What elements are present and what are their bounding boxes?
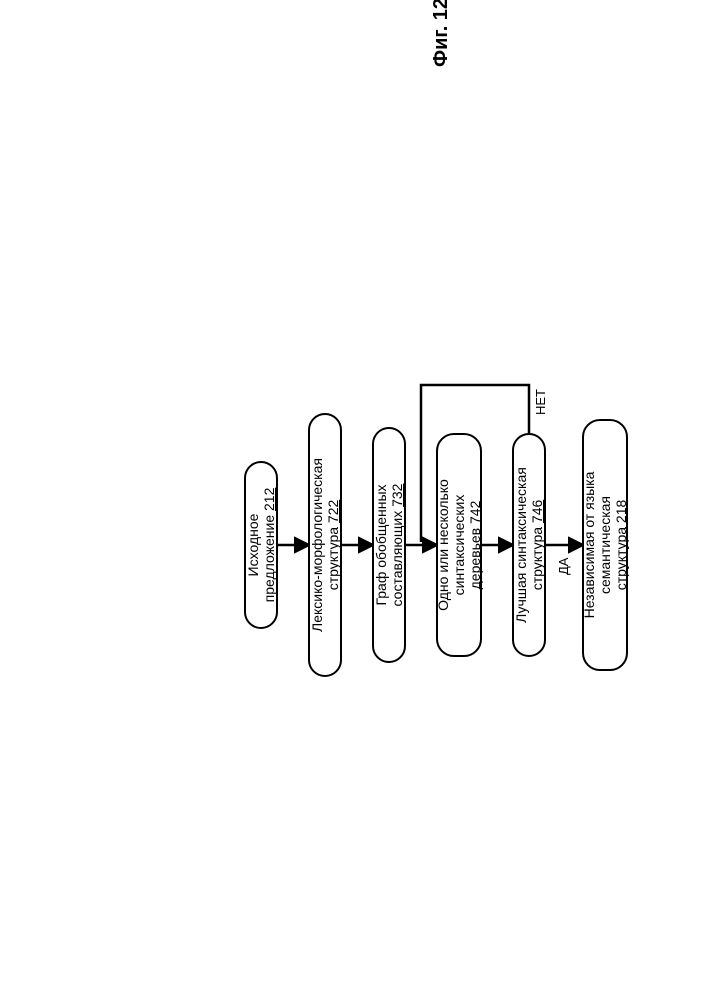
node-ref: 722 bbox=[325, 500, 341, 523]
node-ref: 732 bbox=[389, 484, 405, 507]
figure-caption-text: Фиг. 12 bbox=[430, 0, 452, 67]
node-n1: Исходное предложение 212 bbox=[244, 461, 278, 629]
node-n6: Независимая от языка семантическаяструкт… bbox=[582, 419, 628, 671]
node-n2: Лексико-морфологическая структура 722 bbox=[308, 413, 342, 677]
node-n4: Одно или несколько синтаксическихдеревье… bbox=[436, 433, 482, 657]
node-label: Лексико-морфологическая структура 722 bbox=[309, 425, 341, 665]
edge-label: ДА bbox=[556, 558, 571, 575]
node-label: Граф обобщенных составляющих 732 bbox=[373, 439, 405, 651]
node-n3: Граф обобщенных составляющих 732 bbox=[372, 427, 406, 663]
node-label: Одно или несколько синтаксическихдеревье… bbox=[435, 445, 483, 645]
page-canvas: Фиг. 12 Исходное предложение 212 Лексико-… bbox=[0, 0, 707, 707]
node-label: Исходное предложение 212 bbox=[245, 473, 277, 617]
node-ref: 746 bbox=[529, 500, 545, 523]
node-ref: 742 bbox=[467, 501, 483, 524]
node-ref: 218 bbox=[613, 500, 629, 523]
figure-caption: Фиг. 12 bbox=[430, 0, 453, 67]
edge-label: НЕТ bbox=[533, 389, 548, 415]
node-label: Лучшая синтаксическая структура 746 bbox=[513, 445, 545, 645]
node-label: Независимая от языка семантическаяструкт… bbox=[581, 431, 629, 659]
node-n5: Лучшая синтаксическая структура 746 bbox=[512, 433, 546, 657]
node-ref: 212 bbox=[261, 488, 277, 511]
flowchart: Фиг. 12 Исходное предложение 212 Лексико-… bbox=[0, 0, 707, 707]
